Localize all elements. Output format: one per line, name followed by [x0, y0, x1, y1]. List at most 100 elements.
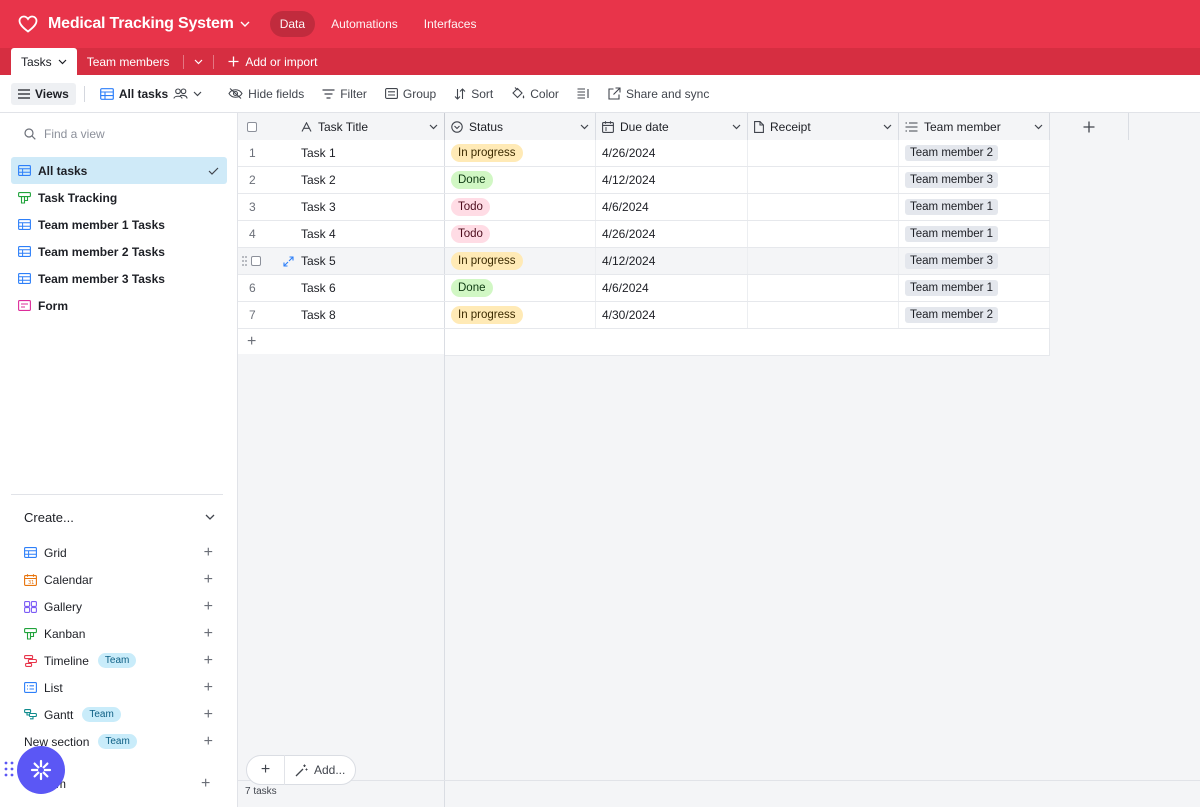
- nav-interfaces[interactable]: Interfaces: [423, 17, 477, 31]
- hide-fields-button[interactable]: Hide fields: [221, 83, 311, 105]
- due-date-cell[interactable]: 4/26/2024: [596, 140, 748, 166]
- due-date-cell[interactable]: 4/6/2024: [596, 275, 748, 301]
- assistant-fab-button[interactable]: [17, 746, 65, 794]
- add-record-row[interactable]: +: [238, 329, 1050, 356]
- sidebar-item-team-member-3-tasks[interactable]: Team member 3 Tasks: [11, 265, 227, 292]
- team-member-cell[interactable]: Team member 2: [899, 302, 1050, 328]
- receipt-cell[interactable]: [748, 275, 899, 301]
- tab-team-members[interactable]: Team members: [77, 48, 180, 75]
- due-date-cell[interactable]: 4/12/2024: [596, 167, 748, 193]
- team-member-cell[interactable]: Team member 1: [899, 275, 1050, 301]
- table-row[interactable]: 3 Task 3 Todo 4/6/2024 Team member 1: [238, 194, 1050, 221]
- receipt-cell[interactable]: [748, 140, 899, 166]
- plus-icon[interactable]: +: [203, 597, 213, 615]
- group-button[interactable]: Group: [378, 83, 443, 105]
- chevron-down-icon[interactable]: [193, 91, 202, 97]
- tab-tasks[interactable]: Tasks: [11, 48, 77, 75]
- task-title-cell[interactable]: Task 4: [295, 221, 445, 247]
- add-or-import-button[interactable]: Add or import: [218, 48, 327, 75]
- status-cell[interactable]: In progress: [445, 248, 596, 274]
- task-title-cell[interactable]: Task 2: [295, 167, 445, 193]
- plus-icon[interactable]: +: [203, 651, 213, 669]
- chevron-down-icon[interactable]: [58, 59, 67, 65]
- due-date-cell[interactable]: 4/12/2024: [596, 248, 748, 274]
- nav-data[interactable]: Data: [269, 11, 316, 37]
- column-header-team-member[interactable]: Team member: [899, 113, 1050, 140]
- status-cell[interactable]: Done: [445, 275, 596, 301]
- table-row[interactable]: Task 5 In progress 4/12/2024 Team member…: [238, 248, 1050, 275]
- plus-icon[interactable]: +: [203, 678, 213, 696]
- team-member-cell[interactable]: Team member 1: [899, 194, 1050, 220]
- table-row[interactable]: 7 Task 8 In progress 4/30/2024 Team memb…: [238, 302, 1050, 329]
- task-title-cell[interactable]: Task 3: [295, 194, 445, 220]
- chevron-down-icon[interactable]: [883, 124, 892, 130]
- plus-icon[interactable]: +: [203, 732, 213, 750]
- table-row[interactable]: 2 Task 2 Done 4/12/2024 Team member 3: [238, 167, 1050, 194]
- receipt-cell[interactable]: [748, 248, 899, 274]
- receipt-cell[interactable]: [748, 302, 899, 328]
- due-date-cell[interactable]: 4/6/2024: [596, 194, 748, 220]
- sidebar-item-team-member-1-tasks[interactable]: Team member 1 Tasks: [11, 211, 227, 238]
- create-calendar[interactable]: 31 Calendar +: [11, 566, 223, 593]
- add-record-button[interactable]: +: [247, 755, 285, 785]
- add-with-ai-button[interactable]: Add...: [285, 763, 345, 777]
- receipt-cell[interactable]: [748, 194, 899, 220]
- status-cell[interactable]: Todo: [445, 194, 596, 220]
- expand-record-icon[interactable]: [283, 255, 294, 267]
- team-member-cell[interactable]: Team member 3: [899, 248, 1050, 274]
- plus-icon[interactable]: +: [203, 543, 213, 561]
- status-cell[interactable]: In progress: [445, 302, 596, 328]
- chevron-down-icon[interactable]: [580, 124, 589, 130]
- create-gantt[interactable]: Gantt Team +: [11, 701, 223, 728]
- status-cell[interactable]: In progress: [445, 140, 596, 166]
- plus-icon[interactable]: +: [203, 570, 213, 588]
- chevron-down-icon[interactable]: [240, 19, 250, 29]
- due-date-cell[interactable]: 4/30/2024: [596, 302, 748, 328]
- current-view-button[interactable]: All tasks: [93, 83, 209, 105]
- select-all-checkbox[interactable]: [247, 121, 257, 132]
- table-row[interactable]: 6 Task 6 Done 4/6/2024 Team member 1: [238, 275, 1050, 302]
- receipt-cell[interactable]: [748, 167, 899, 193]
- nav-automations[interactable]: Automations: [331, 17, 398, 31]
- create-new-section[interactable]: New section Team +: [11, 728, 223, 755]
- table-row[interactable]: 1 Task 1 In progress 4/26/2024 Team memb…: [238, 140, 1050, 167]
- table-row[interactable]: 4 Task 4 Todo 4/26/2024 Team member 1: [238, 221, 1050, 248]
- drag-handle-icon[interactable]: [4, 761, 14, 777]
- create-timeline[interactable]: Timeline Team +: [11, 647, 223, 674]
- base-name[interactable]: Medical Tracking System: [48, 15, 234, 32]
- team-member-cell[interactable]: Team member 3: [899, 167, 1050, 193]
- row-drag-handle-icon[interactable]: [242, 256, 247, 266]
- row-checkbox[interactable]: [251, 256, 261, 266]
- add-record-plus[interactable]: +: [238, 329, 445, 355]
- chevron-down-icon[interactable]: [732, 124, 741, 130]
- find-view-input[interactable]: [44, 127, 214, 141]
- chevron-down-icon[interactable]: [429, 124, 438, 130]
- heart-icon[interactable]: [18, 14, 38, 34]
- plus-icon[interactable]: +: [201, 775, 211, 792]
- sidebar-item-task-tracking[interactable]: Task Tracking: [11, 184, 227, 211]
- chevron-down-icon[interactable]: [205, 514, 215, 520]
- create-grid[interactable]: Grid +: [11, 539, 223, 566]
- column-header-task-title[interactable]: Task Title: [295, 113, 445, 140]
- share-sync-button[interactable]: Share and sync: [601, 83, 716, 105]
- team-member-cell[interactable]: Team member 2: [899, 140, 1050, 166]
- task-title-cell[interactable]: Task 8: [295, 302, 445, 328]
- add-field-button[interactable]: [1050, 113, 1129, 140]
- sidebar-item-form[interactable]: Form: [11, 292, 227, 319]
- receipt-cell[interactable]: [748, 221, 899, 247]
- due-date-cell[interactable]: 4/26/2024: [596, 221, 748, 247]
- sidebar-item-team-member-2-tasks[interactable]: Team member 2 Tasks: [11, 238, 227, 265]
- task-title-cell[interactable]: Task 6: [295, 275, 445, 301]
- task-title-cell[interactable]: Task 5: [295, 248, 445, 274]
- team-member-cell[interactable]: Team member 1: [899, 221, 1050, 247]
- plus-icon[interactable]: +: [203, 705, 213, 723]
- plus-icon[interactable]: +: [203, 624, 213, 642]
- tables-more-button[interactable]: [188, 48, 209, 75]
- filter-button[interactable]: Filter: [315, 83, 374, 105]
- create-gallery[interactable]: Gallery +: [11, 593, 223, 620]
- column-header-status[interactable]: Status: [445, 113, 596, 140]
- column-header-due-date[interactable]: Due date: [596, 113, 748, 140]
- create-header[interactable]: Create...: [11, 495, 223, 539]
- views-button[interactable]: Views: [11, 82, 76, 105]
- create-list[interactable]: List +: [11, 674, 223, 701]
